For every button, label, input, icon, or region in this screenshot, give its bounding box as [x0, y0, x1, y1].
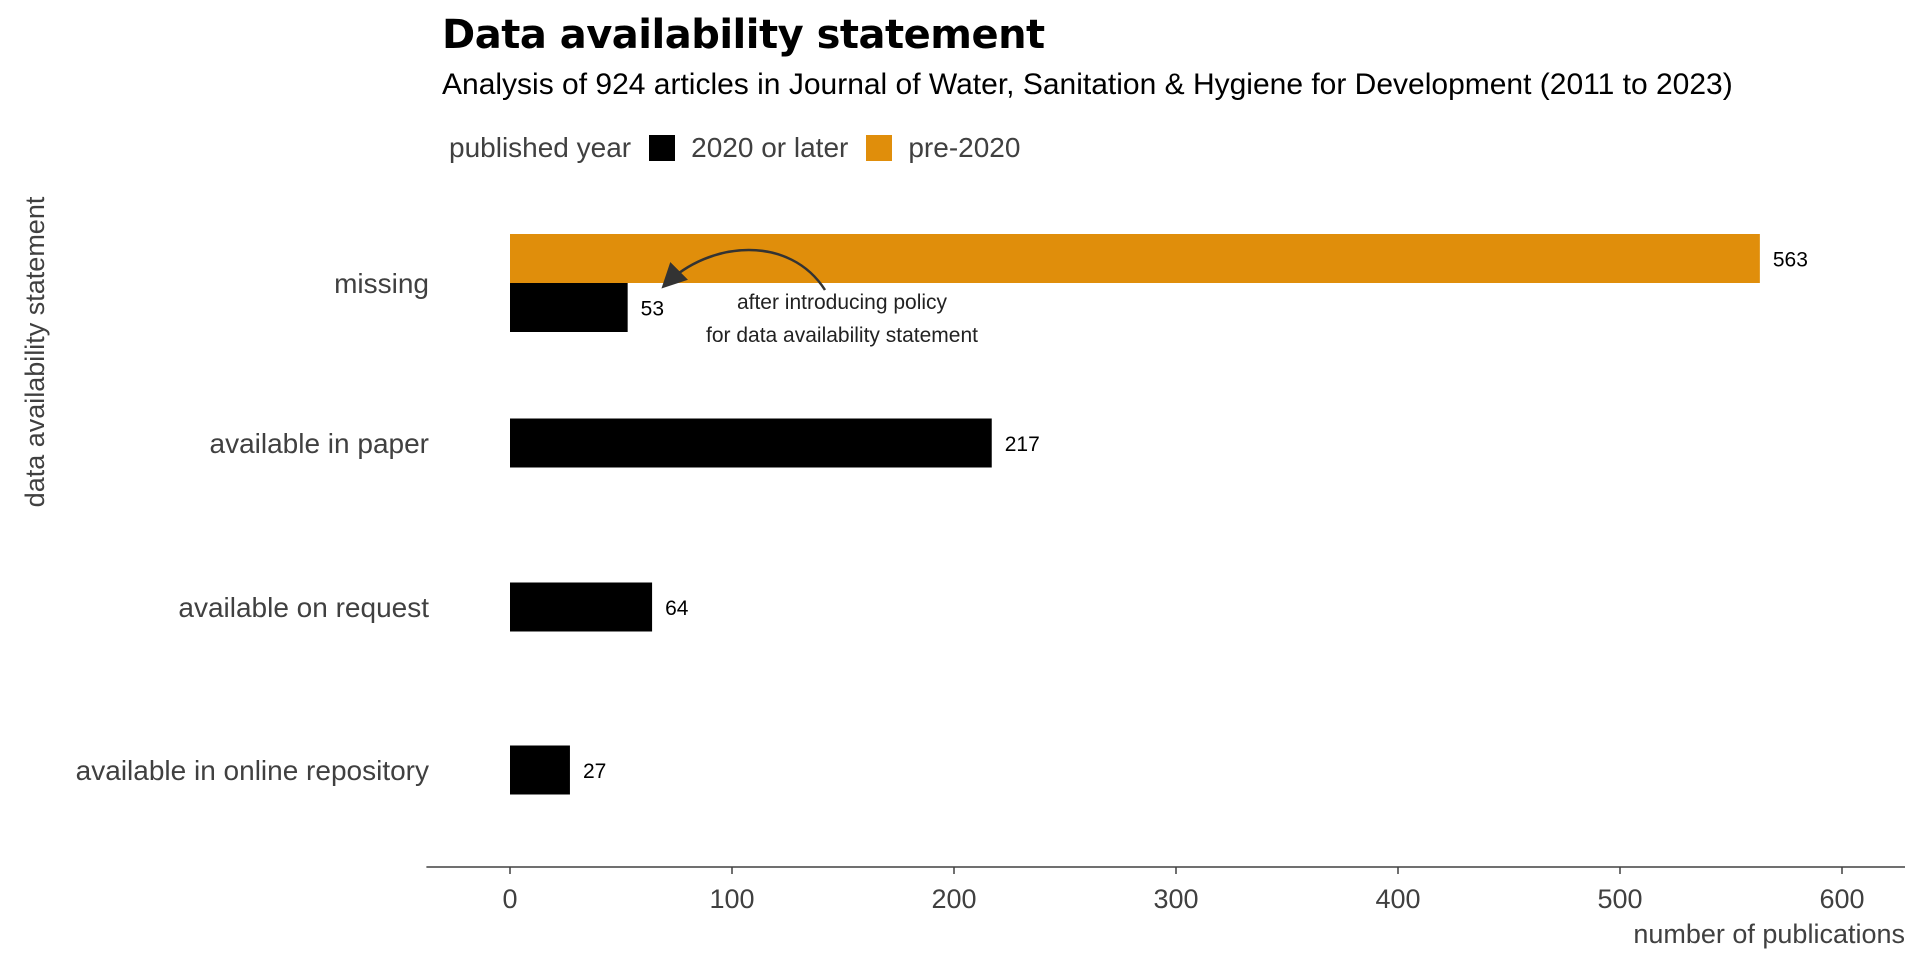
y-axis-title: data availability statement [20, 196, 50, 507]
legend-label-pre-2020: pre-2020 [908, 132, 1021, 163]
bar-missing-2020-or-later [510, 283, 628, 332]
data-label-missing-2020-or-later: 53 [641, 298, 664, 321]
data-labels-layer: 53 563 217 64 27 [583, 249, 1808, 784]
x-tick-label-500: 500 [1597, 884, 1642, 914]
chart-title: Data availability statement [442, 12, 1045, 58]
legend-label-2020-or-later: 2020 or later [691, 132, 849, 163]
bar-missing-pre-2020 [510, 234, 1760, 283]
annotation-line-2: for data availability statement [706, 324, 978, 347]
chart-subtitle: Analysis of 924 articles in Journal of W… [442, 68, 1733, 101]
data-label-missing-pre-2020: 563 [1773, 249, 1808, 272]
category-label-missing: missing [334, 268, 429, 299]
category-label-available-in-online-repository: available in online repository [76, 755, 429, 786]
bars-layer [510, 234, 1760, 795]
x-tick-label-400: 400 [1375, 884, 1420, 914]
x-axis: 0 100 200 300 400 500 600 [426, 866, 1905, 914]
annotation-arrow [661, 248, 827, 291]
bar-available-in-online-repository-2020-or-later [510, 745, 570, 795]
data-label-available-in-paper-2020-or-later: 217 [1005, 433, 1040, 456]
category-label-available-in-paper: available in paper [210, 428, 430, 459]
annotation-line-1: after introducing policy [737, 291, 948, 314]
x-tick-label-100: 100 [709, 884, 754, 914]
bar-available-on-request-2020-or-later [510, 582, 653, 632]
x-tick-label-200: 200 [931, 884, 976, 914]
x-axis-title: number of publications [1633, 919, 1905, 949]
x-tick-label-600: 600 [1819, 884, 1864, 914]
category-label-available-on-request: available on request [178, 592, 429, 623]
category-labels: missing available in paper available on re… [76, 268, 430, 786]
x-tick-label-0: 0 [502, 884, 517, 914]
data-label-available-on-request-2020-or-later: 64 [665, 597, 689, 620]
legend-swatch-2020-or-later [649, 135, 676, 161]
legend-title: published year [449, 132, 632, 163]
x-tick-label-300: 300 [1153, 884, 1198, 914]
legend-swatch-pre-2020 [866, 135, 893, 161]
legend: published year 2020 or later pre-2020 [449, 128, 1020, 168]
bar-available-in-paper-2020-or-later [510, 418, 992, 468]
data-label-available-in-online-repository-2020-or-later: 27 [583, 760, 606, 783]
